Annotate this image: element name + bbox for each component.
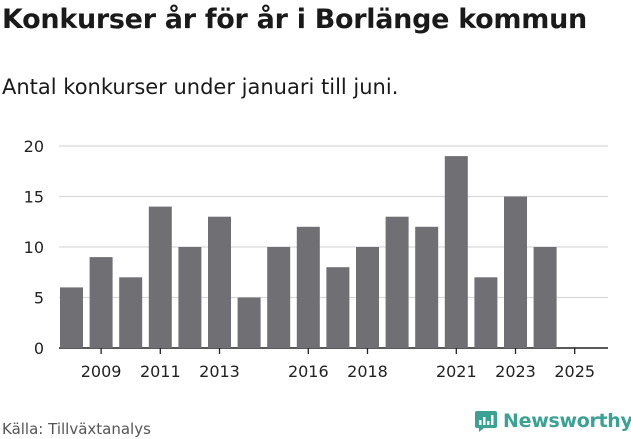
y-tick-label: 10 [24,238,44,257]
y-tick-label: 5 [34,289,44,308]
chart-subtitle: Antal konkurser under januari till juni. [2,75,399,99]
bar-2021 [444,156,468,348]
bar-2022 [474,277,498,348]
y-tick-label: 0 [34,339,44,358]
bar-2015 [267,247,291,348]
bar-2020 [415,226,439,348]
bar-2018 [356,247,379,348]
bar-2016 [296,226,320,348]
x-tick-label: 2013 [199,362,240,381]
bar-2008 [60,287,83,348]
x-tick-label: 2009 [81,362,122,381]
x-tick-label: 2011 [140,362,181,381]
bar-2009 [89,257,113,348]
y-tick-label: 20 [24,137,44,156]
x-tick-label: 2025 [554,362,595,381]
x-tick-label: 2016 [288,362,329,381]
newsworthy-logo-icon [475,411,497,432]
y-tick-label: 15 [24,188,44,207]
chart-title: Konkurser år för år i Borlänge kommun [2,4,587,35]
source-note: Källa: Tillväxtanalys [2,420,151,438]
bar-2011 [148,206,172,348]
labels: 0 5 10 15 20 10 2009 2011 2013 2016 2018 2021 2023 20… [24,0,595,381]
brand-logo: Newsworthy [474,409,631,433]
data-label-highlight: 10 [564,0,586,5]
bar-2013 [208,216,231,348]
bar-2017 [326,267,350,348]
x-tick-label: 2018 [347,362,388,381]
bar-2012 [178,247,202,348]
bar-2023 [504,196,527,348]
bars [60,156,557,348]
bar-chart: 0 5 10 15 20 10 2009 2011 2013 2016 2018 2021 2023 20… [24,0,608,381]
x-tick-label: 2021 [436,362,477,381]
bar-2010 [119,277,143,348]
x-tick-label: 2023 [495,362,536,381]
bar-2024 [533,247,557,348]
bar-2019 [385,216,409,348]
brand-name: Newsworthy [503,410,631,432]
bar-2014 [237,297,261,348]
